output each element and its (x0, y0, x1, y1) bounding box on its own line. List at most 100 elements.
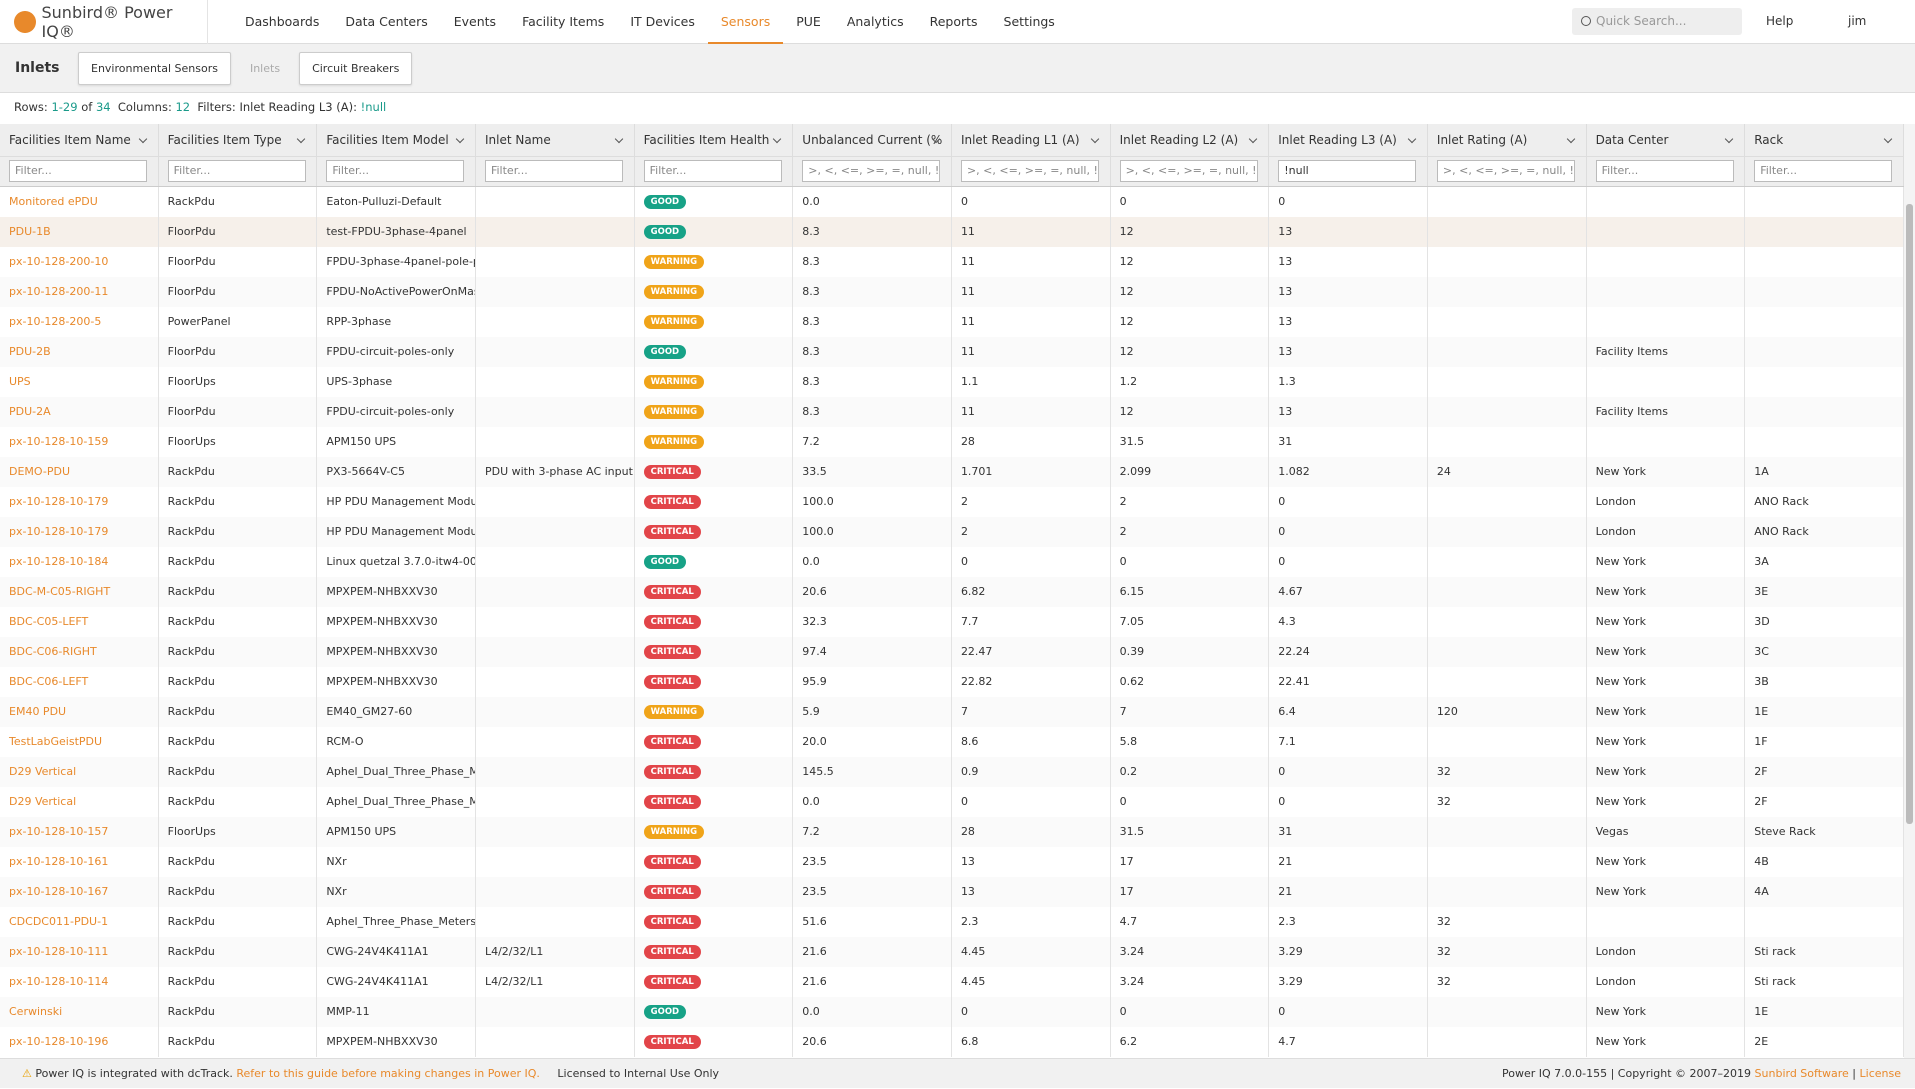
nav-item[interactable]: PUE (783, 0, 834, 44)
filter-input[interactable]: >, <, <=, >=, =, null, !null (802, 160, 940, 182)
item-link[interactable]: px-10-128-10-179 (0, 487, 159, 517)
item-link[interactable]: BDC-C05-LEFT (0, 607, 159, 637)
column-header[interactable]: Inlet Reading L3 (A) (1269, 124, 1428, 156)
column-header[interactable]: Inlet Name (476, 124, 635, 156)
column-header[interactable]: Inlet Rating (A) (1428, 124, 1587, 156)
column-header[interactable]: Facilities Item Type (159, 124, 318, 156)
filter-input[interactable]: >, <, <=, >=, =, null, !null (961, 160, 1099, 182)
data-row[interactable]: DEMO-PDURackPduPX3-5664V-C5PDU with 3-ph… (0, 457, 1904, 487)
nav-item[interactable]: Settings (991, 0, 1068, 44)
license-link[interactable]: License (1860, 1067, 1901, 1080)
item-link[interactable]: px-10-128-10-196 (0, 1027, 159, 1057)
column-header[interactable]: Unbalanced Current (% (793, 124, 952, 156)
column-header[interactable]: Data Center (1587, 124, 1746, 156)
item-link[interactable]: px-10-128-10-161 (0, 847, 159, 877)
nav-item[interactable]: Sensors (708, 0, 783, 44)
item-link[interactable]: PDU-2A (0, 397, 159, 427)
quick-search[interactable]: Quick Search... (1572, 8, 1742, 35)
data-row[interactable]: px-10-128-10-179RackPduHP PDU Management… (0, 517, 1904, 547)
item-link[interactable]: PDU-2B (0, 337, 159, 367)
filter-input[interactable]: Filter... (1596, 160, 1734, 182)
data-row[interactable]: px-10-128-10-179RackPduHP PDU Management… (0, 487, 1904, 517)
guide-link[interactable]: Refer to this guide before making change… (236, 1067, 540, 1080)
nav-item[interactable]: Data Centers (332, 0, 440, 44)
data-row[interactable]: BDC-C05-LEFTRackPduMPXPEM-NHBXXV30CRITIC… (0, 607, 1904, 637)
item-link[interactable]: D29 Vertical (0, 757, 159, 787)
column-header[interactable]: Facilities Item Health (635, 124, 794, 156)
filter-input[interactable]: Filter... (1754, 160, 1892, 182)
data-row[interactable]: px-10-128-10-111RackPduCWG-24V4K411A1L4/… (0, 937, 1904, 967)
tab[interactable]: Environmental Sensors (78, 52, 231, 85)
data-row[interactable]: px-10-128-10-159FloorUpsAPM150 UPSWARNIN… (0, 427, 1904, 457)
item-link[interactable]: CDCDC011-PDU-1 (0, 907, 159, 937)
item-link[interactable]: px-10-128-10-184 (0, 547, 159, 577)
filter-input[interactable]: Filter... (644, 160, 782, 182)
nav-item[interactable]: Analytics (834, 0, 917, 44)
data-row[interactable]: BDC-M-C05-RIGHTRackPduMPXPEM-NHBXXV30CRI… (0, 577, 1904, 607)
data-row[interactable]: px-10-128-200-5PowerPanelRPP-3phaseWARNI… (0, 307, 1904, 337)
data-row[interactable]: UPSFloorUpsUPS-3phaseWARNING8.31.11.21.3 (0, 367, 1904, 397)
data-row[interactable]: px-10-128-10-184RackPduLinux quetzal 3.7… (0, 547, 1904, 577)
column-header[interactable]: Facilities Item Model (317, 124, 476, 156)
data-row[interactable]: BDC-C06-RIGHTRackPduMPXPEM-NHBXXV30CRITI… (0, 637, 1904, 667)
item-link[interactable]: BDC-C06-RIGHT (0, 637, 159, 667)
data-row[interactable]: D29 VerticalRackPduAphel_Dual_Three_Phas… (0, 787, 1904, 817)
item-link[interactable]: px-10-128-10-114 (0, 967, 159, 997)
item-link[interactable]: TestLabGeistPDU (0, 727, 159, 757)
data-row[interactable]: CDCDC011-PDU-1RackPduAphel_Three_Phase_M… (0, 907, 1904, 937)
logo[interactable]: Sunbird® Power IQ® (0, 0, 208, 44)
data-row[interactable]: px-10-128-10-114RackPduCWG-24V4K411A1L4/… (0, 967, 1904, 997)
nav-item[interactable]: IT Devices (617, 0, 708, 44)
scroll-thumb[interactable] (1906, 204, 1913, 824)
data-row[interactable]: px-10-128-10-157FloorUpsAPM150 UPSWARNIN… (0, 817, 1904, 847)
data-row[interactable]: D29 VerticalRackPduAphel_Dual_Three_Phas… (0, 757, 1904, 787)
item-link[interactable]: Cerwinski (0, 997, 159, 1027)
data-row[interactable]: TestLabGeistPDURackPduRCM-OCRITICAL20.08… (0, 727, 1904, 757)
nav-item[interactable]: Events (441, 0, 509, 44)
nav-item[interactable]: Dashboards (232, 0, 332, 44)
column-header[interactable]: Facilities Item Name (0, 124, 159, 156)
item-link[interactable]: DEMO-PDU (0, 457, 159, 487)
company-link[interactable]: Sunbird Software (1755, 1067, 1849, 1080)
item-link[interactable]: px-10-128-10-111 (0, 937, 159, 967)
item-link[interactable]: px-10-128-10-179 (0, 517, 159, 547)
filter-input[interactable]: Filter... (168, 160, 306, 182)
item-link[interactable]: D29 Vertical (0, 787, 159, 817)
data-row[interactable]: px-10-128-200-10FloorPduFPDU-3phase-4pan… (0, 247, 1904, 277)
data-row[interactable]: Monitored ePDURackPduEaton-Pulluzi-Defau… (0, 187, 1904, 217)
item-link[interactable]: px-10-128-10-159 (0, 427, 159, 457)
data-row[interactable]: px-10-128-10-196RackPduMPXPEM-NHBXXV30CR… (0, 1027, 1904, 1057)
data-row[interactable]: EM40 PDURackPduEM40_GM27-60WARNING5.9776… (0, 697, 1904, 727)
item-link[interactable]: EM40 PDU (0, 697, 159, 727)
column-header[interactable]: Inlet Reading L2 (A) (1111, 124, 1270, 156)
data-row[interactable]: PDU-2AFloorPduFPDU-circuit-poles-onlyWAR… (0, 397, 1904, 427)
scrollbar[interactable] (1904, 124, 1915, 1058)
help-menu[interactable]: Help (1766, 14, 1793, 28)
data-row[interactable]: px-10-128-10-167RackPduNXrCRITICAL23.513… (0, 877, 1904, 907)
column-header[interactable]: Rack (1745, 124, 1904, 156)
item-link[interactable]: px-10-128-10-167 (0, 877, 159, 907)
item-link[interactable]: px-10-128-200-5 (0, 307, 159, 337)
data-row[interactable]: px-10-128-200-11FloorPduFPDU-NoActivePow… (0, 277, 1904, 307)
nav-item[interactable]: Reports (917, 0, 991, 44)
item-link[interactable]: PDU-1B (0, 217, 159, 247)
filter-input[interactable]: >, <, <=, >=, =, null, !null (1120, 160, 1258, 182)
filter-input[interactable]: !null (1278, 160, 1416, 182)
data-row[interactable]: BDC-C06-LEFTRackPduMPXPEM-NHBXXV30CRITIC… (0, 667, 1904, 697)
filter-input[interactable]: >, <, <=, >=, =, null, !null (1437, 160, 1575, 182)
item-link[interactable]: BDC-M-C05-RIGHT (0, 577, 159, 607)
data-row[interactable]: CerwinskiRackPduMMP-11GOOD0.0000New York… (0, 997, 1904, 1027)
user-menu[interactable]: jim (1848, 14, 1866, 28)
item-link[interactable]: BDC-C06-LEFT (0, 667, 159, 697)
item-link[interactable]: Monitored ePDU (0, 187, 159, 217)
item-link[interactable]: px-10-128-200-10 (0, 247, 159, 277)
data-row[interactable]: PDU-1BFloorPdutest-FPDU-3phase-4panelGOO… (0, 217, 1904, 247)
column-header[interactable]: Inlet Reading L1 (A) (952, 124, 1111, 156)
filter-input[interactable]: Filter... (9, 160, 147, 182)
item-link[interactable]: px-10-128-10-157 (0, 817, 159, 847)
data-row[interactable]: px-10-128-10-161RackPduNXrCRITICAL23.513… (0, 847, 1904, 877)
filter-input[interactable]: Filter... (485, 160, 623, 182)
tab[interactable]: Circuit Breakers (299, 52, 412, 85)
item-link[interactable]: UPS (0, 367, 159, 397)
item-link[interactable]: px-10-128-200-11 (0, 277, 159, 307)
